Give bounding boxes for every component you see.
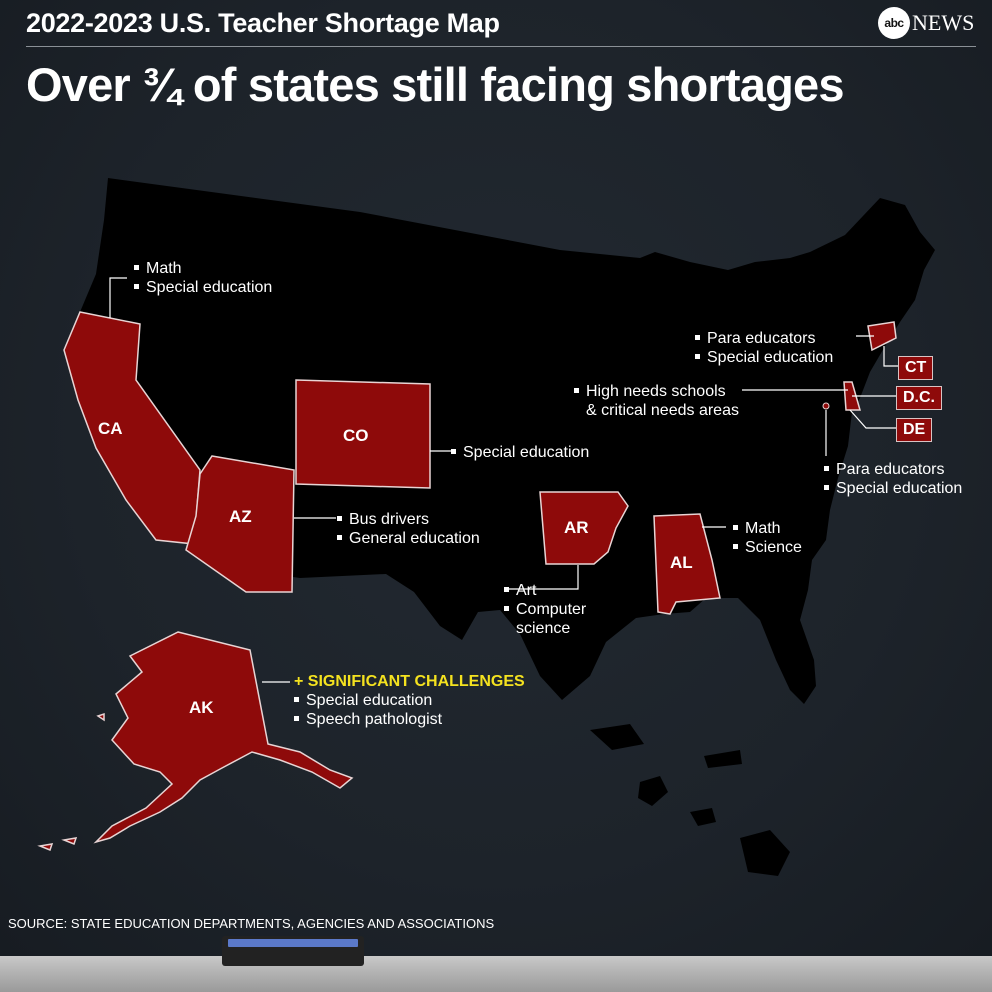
abc-logo-word: NEWS: [912, 10, 975, 35]
note-item: Speech pathologist: [294, 710, 525, 729]
note-item: Special education: [134, 278, 272, 297]
hawaii-islands: [590, 724, 790, 876]
chalkboard-eraser: [222, 936, 364, 966]
us-lower48-silhouette: [66, 178, 935, 704]
state-tag-de: DE: [896, 418, 933, 442]
notes-al: Math Science: [733, 519, 802, 557]
state-label-ak: AK: [189, 698, 214, 717]
note-item: Computer: [504, 600, 586, 619]
state-ca: [63, 311, 201, 545]
state-label-ar: AR: [564, 518, 589, 537]
note-item: General education: [337, 529, 480, 548]
note-item: Special education: [451, 443, 589, 462]
source-note: SOURCE: STATE EDUCATION DEPARTMENTS, AGE…: [8, 916, 495, 931]
note-item-continued: science: [516, 620, 571, 637]
note-item: High needs schools: [574, 382, 739, 401]
state-label-az: AZ: [229, 507, 252, 526]
notes-az: Bus drivers General education: [337, 510, 480, 548]
state-az: [185, 455, 295, 593]
map-kicker-title: 2022-2023 U.S. Teacher Shortage Map: [26, 8, 500, 38]
abc-news-logo: abc NEWS: [878, 6, 974, 40]
significant-challenges-note: + SIGNIFICANT CHALLENGES: [294, 673, 525, 690]
note-item: Science: [733, 538, 802, 557]
note-item: Art: [504, 581, 586, 600]
note-item: Para educators: [695, 329, 833, 348]
state-ar: [539, 491, 629, 565]
state-label-ca: CA: [98, 419, 123, 438]
notes-ar: Art Computer science: [504, 581, 586, 638]
note-item: Special education: [695, 348, 833, 367]
leader-ca: [109, 277, 127, 318]
state-tag-dc: D.C.: [896, 386, 942, 410]
leader-de: [825, 409, 896, 456]
note-item-continued: & critical needs areas: [586, 402, 739, 419]
leader-lines: [109, 277, 898, 683]
state-dc: [822, 402, 830, 410]
leader-ar: [504, 565, 579, 590]
notes-co: Special education: [451, 443, 589, 462]
leader-ct: [856, 335, 898, 367]
map-headline: Over ¾ of states still facing shortages: [26, 58, 845, 111]
note-item: Special education: [294, 691, 525, 710]
state-tag-ct: CT: [898, 356, 934, 380]
state-co: [295, 379, 431, 489]
note-item: Para educators: [824, 460, 962, 479]
state-al: [653, 513, 721, 615]
notes-ct: Para educators Special education: [695, 329, 833, 367]
state-ak: [37, 631, 354, 851]
notes-ca: Math Special education: [134, 259, 272, 297]
header-rule: [26, 46, 976, 47]
notes-de: Para educators Special education: [824, 460, 962, 498]
note-item: Bus drivers: [337, 510, 480, 529]
note-item: Math: [134, 259, 272, 278]
chalk-ledge: [0, 956, 992, 992]
eraser-felt: [228, 939, 358, 947]
abc-logo-mark: abc: [878, 7, 910, 39]
state-ct: [867, 321, 897, 352]
note-item: Math: [733, 519, 802, 538]
notes-ak: + SIGNIFICANT CHALLENGES Special educati…: [294, 672, 525, 729]
state-label-co: CO: [343, 426, 369, 445]
notes-dc: High needs schools & critical needs area…: [574, 382, 739, 420]
note-item: Special education: [824, 479, 962, 498]
state-label-al: AL: [670, 553, 693, 572]
